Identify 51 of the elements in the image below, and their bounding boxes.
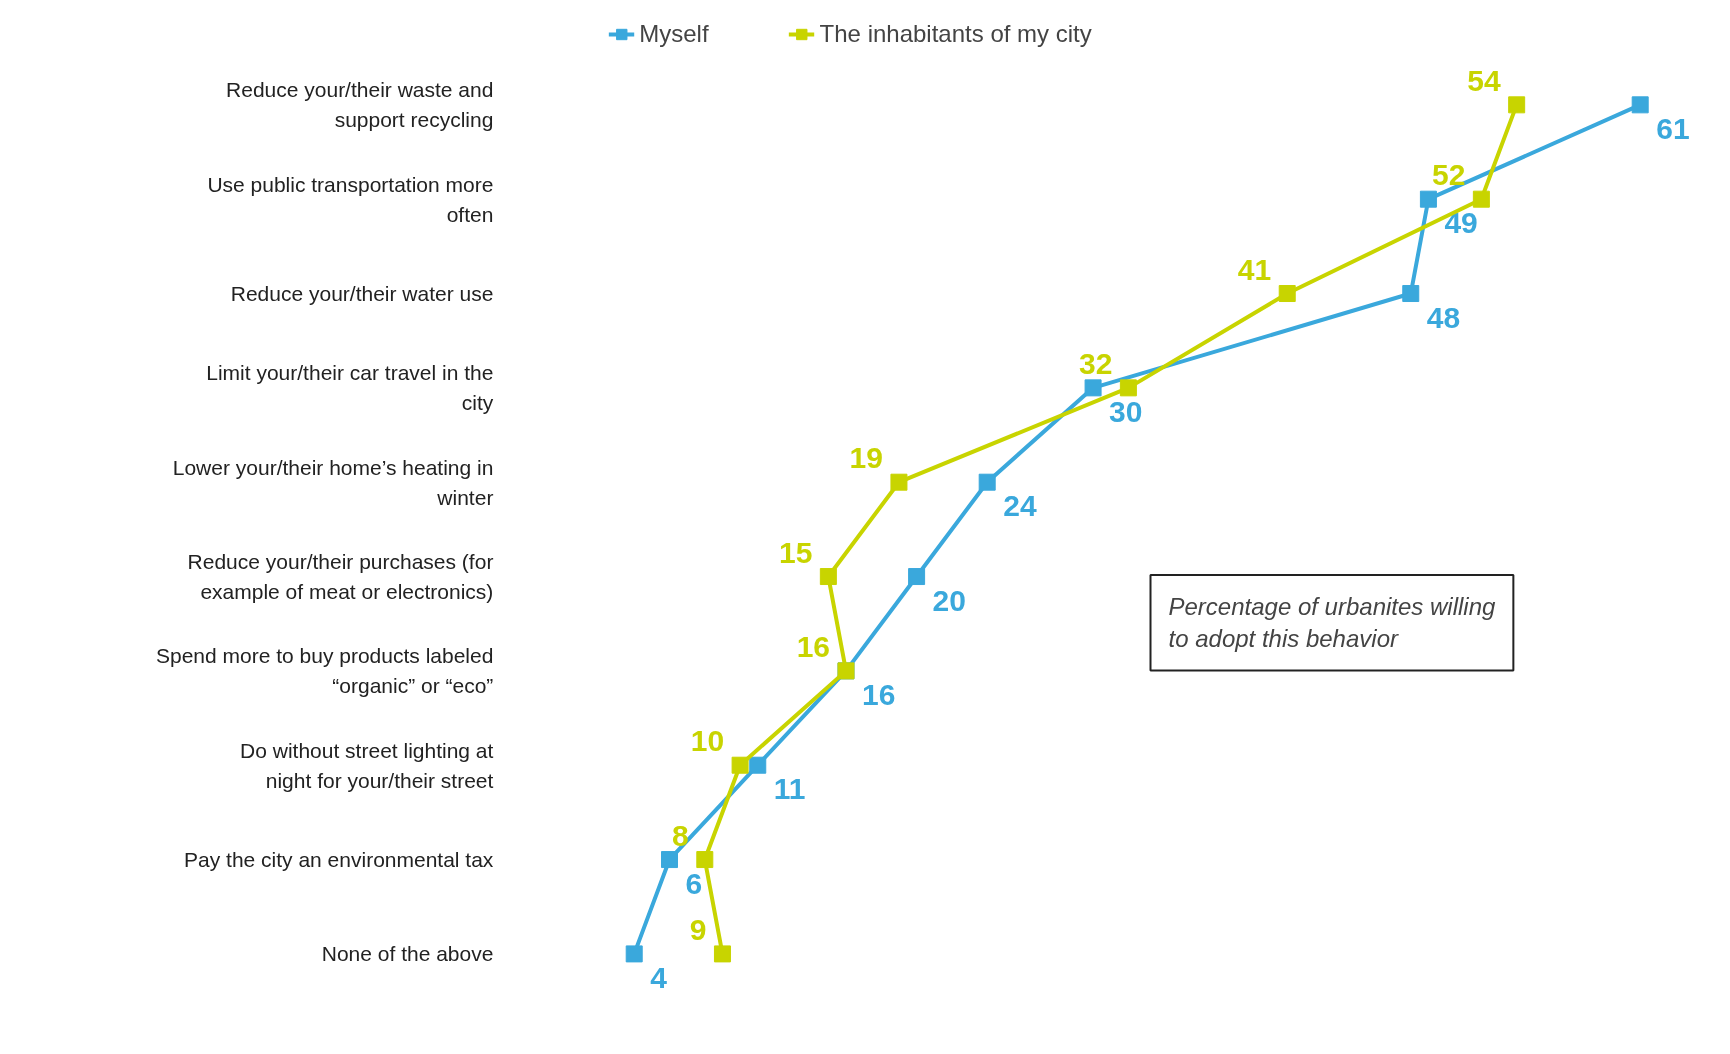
point <box>625 945 643 963</box>
data-label: 16 <box>796 629 831 663</box>
y-tick-label: Pay the city an environmental tax <box>184 848 494 872</box>
annotation: Percentage of urbanites willing to adopt this behavior <box>1168 593 1497 653</box>
y-tick-label: Reduce your/their purchases (for example of meat or electronics) <box>187 550 494 603</box>
point <box>908 568 926 586</box>
point <box>1631 96 1649 114</box>
point <box>731 756 749 774</box>
point <box>1402 285 1420 303</box>
y-tick-label: Limit your/their car travel in the city <box>206 361 494 415</box>
data-label: 48 <box>1426 300 1461 334</box>
point <box>978 473 996 491</box>
point <box>661 851 679 869</box>
data-label: 49 <box>1444 206 1478 240</box>
y-tick-label: None of the above <box>321 942 494 966</box>
data-label: 4 <box>650 960 668 994</box>
y-tick-label: Use public transportation more often <box>207 172 494 226</box>
y-tick-label: Reduce your/their water use <box>230 282 494 306</box>
y-tick-label: Lower your/their home’s heating in winter <box>172 455 494 509</box>
data-label: 10 <box>690 724 725 758</box>
data-label: 54 <box>1467 63 1501 97</box>
point <box>1084 379 1102 397</box>
point <box>1278 285 1296 303</box>
y-tick-label: Reduce your/their waste and support recycling <box>226 78 494 132</box>
data-label: 6 <box>685 866 703 900</box>
data-label: 61 <box>1656 111 1690 145</box>
data-label: 11 <box>773 772 806 806</box>
point <box>1472 190 1490 208</box>
legend-label: Myself <box>639 20 709 48</box>
data-label: 52 <box>1431 158 1466 192</box>
point <box>890 473 908 491</box>
point <box>696 851 714 869</box>
data-label: 30 <box>1109 394 1143 428</box>
data-label: 20 <box>932 583 966 617</box>
point <box>749 756 767 774</box>
data-label: 8 <box>672 818 689 852</box>
data-label: 9 <box>689 912 707 946</box>
point <box>1508 96 1526 114</box>
data-label: 41 <box>1237 252 1272 286</box>
data-label: 16 <box>862 677 896 711</box>
legend-label: The inhabitants of my city <box>819 20 1092 48</box>
point <box>713 945 731 963</box>
point <box>819 568 837 586</box>
y-tick-label: Do without street lighting at night for your/their street <box>240 738 494 792</box>
point <box>1119 379 1137 397</box>
y-tick-label: Spend more to buy products labeled “organic” or “eco” <box>155 644 494 698</box>
data-label: 32 <box>1079 346 1113 380</box>
point <box>1419 190 1437 208</box>
data-label: 19 <box>849 441 883 475</box>
data-label: 24 <box>1003 489 1037 523</box>
data-label: 15 <box>778 535 813 569</box>
